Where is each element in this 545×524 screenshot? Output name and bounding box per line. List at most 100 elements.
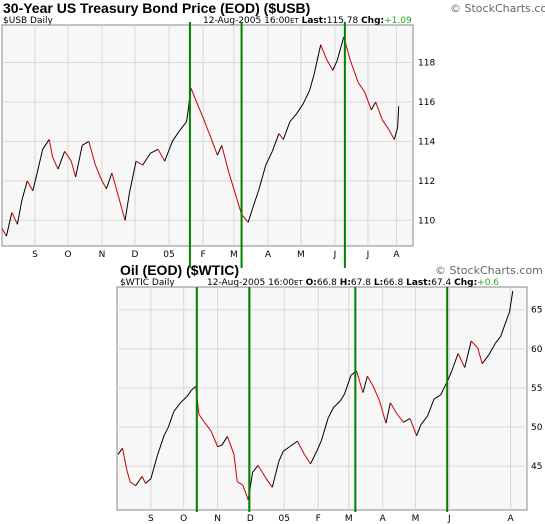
usb-price-segment — [164, 141, 173, 162]
wtic-price-segment — [204, 422, 212, 432]
wtic-price-segment — [470, 340, 479, 349]
wtic-price-segment — [186, 389, 192, 397]
usb-price-segment — [190, 87, 197, 103]
usb-price-segment — [75, 145, 83, 178]
wtic-x-tick-label: D — [247, 514, 254, 524]
wtic-price-segment — [509, 290, 514, 313]
wtic-price-segment — [265, 477, 273, 488]
usb-price-segment — [296, 103, 304, 115]
usb-price-segment — [57, 151, 66, 170]
usb-price-segment — [150, 148, 159, 154]
wtic-header-stats: 12-Aug-2005 16:00ET O:66.8 H:67.8 L:66.8… — [207, 278, 499, 288]
wtic-price-segment — [464, 340, 472, 368]
usb-price-segment — [349, 60, 359, 83]
usb-price-segment — [302, 89, 311, 105]
wtic-price-segment — [339, 393, 345, 402]
usb-x-tick-label: M — [297, 250, 305, 260]
usb-price-segment — [101, 180, 107, 190]
wtic-price-segment — [210, 430, 219, 447]
wtic-y-tick-label: 60 — [531, 345, 543, 355]
usb-price-segment — [289, 113, 297, 123]
usb-price-segment — [258, 164, 267, 189]
wtic-price-segment — [481, 354, 490, 364]
wtic-symbol-label: $WTIC Daily — [120, 278, 175, 288]
usb-chg-value: +1.09 — [384, 16, 412, 26]
usb-price-segment — [320, 44, 327, 59]
usb-price-segment — [282, 121, 291, 140]
wtic-price-segment — [156, 435, 165, 456]
wtic-price-segment — [191, 385, 197, 391]
usb-copyright: © StockCharts.com — [450, 2, 545, 15]
wtic-y-tick-label: 65 — [531, 306, 542, 316]
usb-price-segment — [81, 140, 90, 146]
usb-price-segment — [36, 149, 44, 174]
usb-y-tick-label: 116 — [418, 98, 435, 108]
usb-x-tick-label: O — [64, 250, 71, 260]
usb-y-tick-label: 114 — [418, 137, 435, 147]
wtic-chg-label: Chg: — [454, 278, 478, 288]
usb-price-segment — [135, 160, 143, 166]
usb-x-tick-label: J — [366, 250, 370, 260]
usb-price-segment — [252, 188, 260, 209]
usb-price-segment — [1, 227, 7, 237]
wtic-price-segment — [271, 461, 280, 488]
usb-price-segment — [26, 180, 34, 191]
usb-price-segment — [381, 119, 390, 130]
wtic-price-segment — [242, 484, 249, 501]
usb-price-segment — [388, 129, 395, 140]
wtic-price-segment — [296, 440, 305, 454]
usb-price-segment — [157, 149, 166, 162]
usb-price-segment — [271, 133, 280, 152]
usb-price-segment — [16, 200, 23, 225]
wtic-price-segment — [289, 440, 298, 448]
wtic-x-tick-label: J — [447, 514, 451, 524]
usb-date: 12-Aug-2005 16:00 — [203, 16, 291, 26]
wtic-price-segment — [141, 476, 146, 484]
usb-x-tick-label: M — [230, 250, 238, 260]
usb-price-segment — [247, 208, 254, 223]
usb-price-segment — [5, 212, 13, 237]
wtic-x-tick-label: O — [180, 514, 187, 524]
usb-price-segment — [142, 152, 151, 166]
wtic-price-segment — [433, 394, 441, 400]
usb-price-segment — [21, 180, 28, 201]
wtic-price-segment — [504, 311, 510, 324]
wtic-price-segment — [372, 385, 380, 401]
wtic-price-segment — [440, 381, 448, 396]
wtic-y-tick-label: 45 — [531, 462, 542, 472]
usb-price-segment — [48, 139, 54, 158]
wtic-o-label: O: — [305, 278, 317, 288]
usb-price-segment — [42, 139, 50, 150]
usb-y-tick-label: 118 — [418, 58, 435, 68]
wtic-price-segment — [150, 455, 158, 479]
usb-x-tick-label: A — [393, 250, 400, 260]
wtic-price-segment — [310, 450, 318, 465]
wtic-price-segment — [233, 454, 238, 482]
usb-plot-area — [1, 24, 414, 247]
wtic-price-segment — [355, 370, 364, 393]
usb-price-segment — [397, 106, 400, 128]
wtic-price-segment — [420, 415, 428, 426]
usb-price-segment — [196, 101, 204, 118]
usb-x-tick-label: F — [201, 250, 206, 260]
usb-price-segment — [364, 91, 372, 111]
wtic-price-segment — [129, 481, 136, 487]
usb-price-segment — [265, 151, 273, 166]
usb-price-segment — [325, 58, 334, 71]
wtic-price-segment — [396, 413, 404, 423]
usb-x-tick-label: J — [333, 250, 337, 260]
wtic-price-segment — [327, 407, 334, 419]
usb-chart-title: 30-Year US Treasury Bond Price (EOD) ($U… — [3, 0, 311, 16]
usb-price-segment — [234, 192, 243, 215]
wtic-price-segment — [135, 476, 143, 487]
usb-price-segment — [210, 137, 218, 156]
usb-price-segment — [70, 161, 77, 178]
wtic-price-segment — [457, 353, 466, 368]
wtic-price-segment — [451, 353, 459, 372]
usb-x-tick-label: 05 — [163, 250, 174, 260]
usb-last-label: Last: — [301, 16, 327, 26]
usb-price-segment — [241, 214, 249, 223]
wtic-price-segment — [126, 469, 131, 482]
usb-price-segment — [216, 145, 223, 156]
usb-price-segment — [105, 172, 113, 189]
